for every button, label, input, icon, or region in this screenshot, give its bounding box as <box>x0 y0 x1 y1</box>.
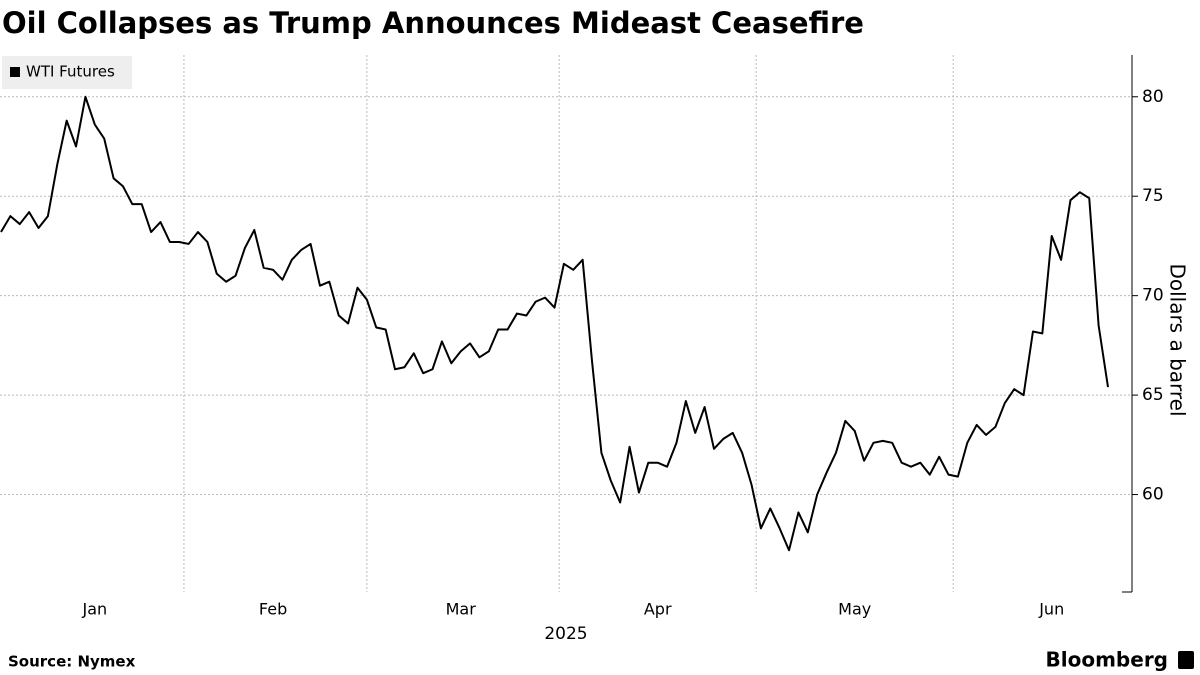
x-tick-label: May <box>838 600 871 619</box>
x-tick-label: Jan <box>81 600 107 619</box>
x-tick-label: Mar <box>446 600 477 619</box>
y-tick-label: 70 <box>1142 286 1164 306</box>
chart-title: Oil Collapses as Trump Announces Mideast… <box>2 6 864 40</box>
y-tick-label: 60 <box>1142 485 1164 505</box>
legend-label: WTI Futures <box>26 63 115 81</box>
y-tick-label: 75 <box>1142 186 1164 206</box>
legend-swatch <box>10 67 20 77</box>
x-tick-label: Jun <box>1038 600 1064 619</box>
x-tick-label: Feb <box>259 600 287 619</box>
y-axis-label: Dollars a barrel <box>1166 263 1190 416</box>
series-line <box>0 95 1109 552</box>
x-axis-label: 2025 <box>544 624 587 644</box>
legend-box <box>2 56 132 89</box>
source: Source: Nymex <box>8 653 136 671</box>
x-tick-label: Apr <box>644 600 672 619</box>
y-tick-label: 80 <box>1142 87 1164 107</box>
brand: Bloomberg <box>1046 648 1168 672</box>
y-tick-label: 65 <box>1142 385 1164 405</box>
brand-icon <box>1178 651 1194 669</box>
